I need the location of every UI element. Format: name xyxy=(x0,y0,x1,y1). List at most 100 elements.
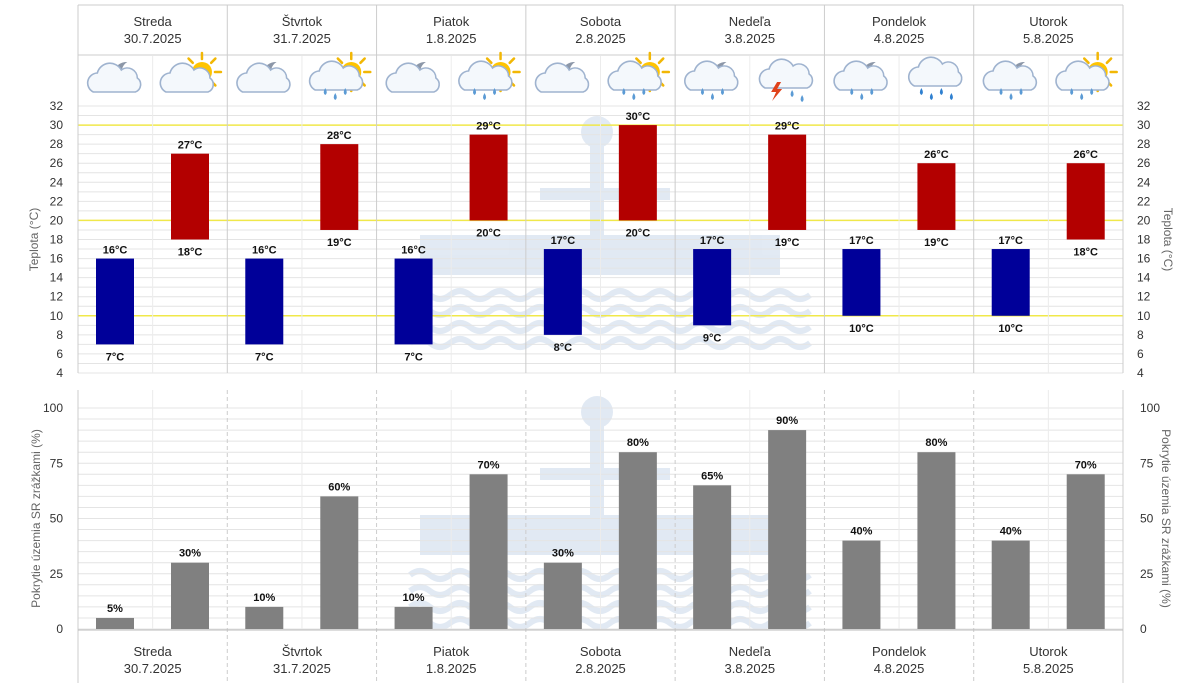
day-name-top: Štvrtok xyxy=(282,14,323,29)
precipitation-value-label: 60% xyxy=(328,481,350,493)
night-precipitation-bar xyxy=(245,606,284,629)
day-name-bottom: Streda xyxy=(133,644,172,659)
day-precipitation-bar xyxy=(618,452,657,629)
temperature-max-label: 26°C xyxy=(924,149,949,161)
sun-ray xyxy=(657,57,665,65)
precipitation-value-label: 10% xyxy=(253,592,275,604)
sun-ray xyxy=(209,57,217,65)
day-date-top: 3.8.2025 xyxy=(724,31,775,46)
temperature-tick-right: 20 xyxy=(1137,213,1151,227)
temperature-tick-left: 32 xyxy=(50,99,64,113)
precipitation-value-label: 90% xyxy=(776,415,798,427)
temperature-tick-right: 14 xyxy=(1137,271,1151,285)
cloudy-night-icon xyxy=(236,61,291,93)
sun-ray xyxy=(508,57,516,65)
night-temperature-bar xyxy=(543,249,582,335)
precipitation-tick-left: 0 xyxy=(56,622,63,636)
temperature-min-label: 7°C xyxy=(106,351,125,363)
day-date-top: 31.7.2025 xyxy=(273,31,331,46)
rain-drop xyxy=(473,88,477,95)
partly-sunny-icon xyxy=(159,51,223,93)
sun-ray xyxy=(336,57,344,65)
cloud-shape xyxy=(308,60,364,91)
rain-drop xyxy=(1080,93,1084,100)
night-precipitation-bar xyxy=(96,617,134,629)
night-precipitation-bar xyxy=(394,606,433,629)
sun-cloud-rain-icon xyxy=(458,51,521,100)
day-name-bottom: Sobota xyxy=(580,644,622,659)
precipitation-value-label: 5% xyxy=(107,603,123,615)
day-name-bottom: Nedeľa xyxy=(729,644,772,659)
temperature-max-label: 16°C xyxy=(103,245,128,257)
temperature-tick-right: 10 xyxy=(1137,309,1151,323)
day-date-bottom: 2.8.2025 xyxy=(575,661,626,676)
rain-drop xyxy=(493,88,497,95)
temperature-min-label: 18°C xyxy=(178,247,203,259)
day-name-top: Streda xyxy=(133,14,172,29)
precipitation-value-label: 70% xyxy=(478,459,500,471)
day-precipitation-bar xyxy=(917,452,956,629)
day-temperature-bar xyxy=(768,134,807,230)
sun-ray xyxy=(359,57,366,65)
temperature-axis-title-left: Teplota (°C) xyxy=(27,208,41,272)
temperature-min-label: 9°C xyxy=(703,332,722,344)
day-date-bottom: 3.8.2025 xyxy=(724,661,775,676)
temperature-tick-left: 18 xyxy=(50,233,64,247)
cloud-shape xyxy=(907,56,963,87)
temperature-min-label: 20°C xyxy=(626,227,651,239)
day-precipitation-bar xyxy=(768,430,807,629)
day-name-top: Sobota xyxy=(580,14,622,29)
temperature-tick-right: 4 xyxy=(1137,366,1144,380)
temperature-min-label: 10°C xyxy=(849,323,874,335)
rain-drop xyxy=(710,93,714,100)
temperature-axis-title-right: Teplota (°C) xyxy=(1161,208,1175,272)
day-temperature-bar xyxy=(171,153,209,240)
day-name-top: Nedeľa xyxy=(729,14,772,29)
day-date-bottom: 1.8.2025 xyxy=(426,661,477,676)
rain-drop xyxy=(1009,93,1013,100)
day-precipitation-bar xyxy=(469,474,508,629)
precipitation-axis-title-right: Pokrytie územia SR zrážkami (%) xyxy=(1159,429,1173,608)
temperature-tick-left: 22 xyxy=(50,194,64,208)
temperature-min-label: 7°C xyxy=(255,351,274,363)
temperature-max-label: 30°C xyxy=(626,111,651,123)
precipitation-value-label: 80% xyxy=(627,437,649,449)
temperature-tick-right: 6 xyxy=(1137,347,1144,361)
rain-drop xyxy=(333,93,337,100)
temperature-min-label: 19°C xyxy=(327,237,352,249)
day-temperature-bar xyxy=(320,144,359,230)
temperature-tick-right: 12 xyxy=(1137,290,1151,304)
day-name-top: Pondelok xyxy=(872,14,927,29)
rain-drop xyxy=(860,93,864,100)
temperature-tick-left: 26 xyxy=(50,156,64,170)
day-date-bottom: 4.8.2025 xyxy=(874,661,925,676)
day-date-top: 30.7.2025 xyxy=(124,31,182,46)
temperature-tick-right: 16 xyxy=(1137,252,1151,266)
temperature-max-label: 29°C xyxy=(775,121,800,133)
precipitation-tick-right: 50 xyxy=(1140,512,1154,526)
rain-drop xyxy=(919,88,923,95)
rain-drop xyxy=(700,88,704,95)
night-precipitation-bar xyxy=(543,562,582,629)
cloud-shape xyxy=(833,60,888,91)
temperature-tick-left: 20 xyxy=(50,213,64,227)
precipitation-tick-left: 25 xyxy=(50,567,64,581)
cloud-shape xyxy=(236,62,291,93)
temperature-tick-left: 24 xyxy=(50,175,64,189)
heavy-rain-icon xyxy=(907,56,963,100)
cloud-shape xyxy=(1055,60,1110,91)
night-temperature-bar xyxy=(394,258,433,345)
watermark-wave xyxy=(408,320,812,334)
temperature-max-label: 17°C xyxy=(849,235,874,247)
day-name-bottom: Piatok xyxy=(433,644,470,659)
precipitation-value-label: 30% xyxy=(552,548,574,560)
temperature-min-label: 19°C xyxy=(775,237,800,249)
temperature-max-label: 27°C xyxy=(178,140,203,152)
temperature-min-label: 19°C xyxy=(924,237,949,249)
day-name-top: Piatok xyxy=(433,14,470,29)
cloud-shape xyxy=(86,62,142,93)
rain-drop xyxy=(870,88,874,95)
temperature-tick-right: 30 xyxy=(1137,118,1151,132)
temperature-tick-right: 26 xyxy=(1137,156,1151,170)
